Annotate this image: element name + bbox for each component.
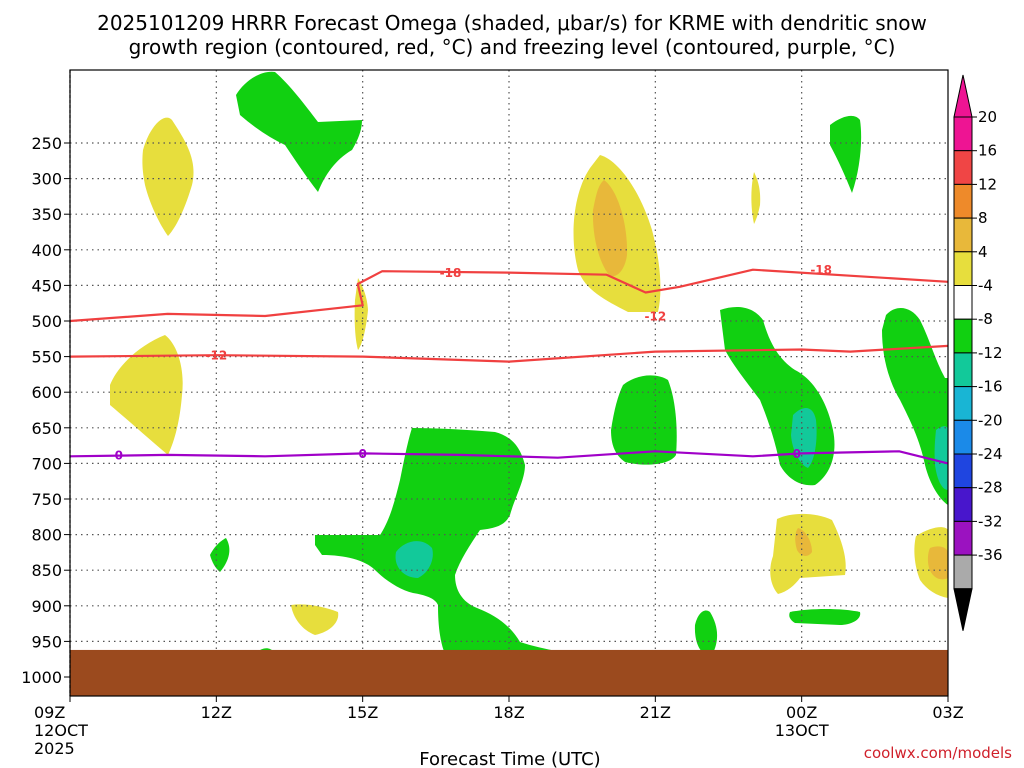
- colorbar: 20 16 12 8 4 -4 -8 -12 -16 -20 -24 -28 -32 -36: [953, 74, 1003, 631]
- colorbar-tip-top: [953, 74, 973, 118]
- colorbar-label: 12: [978, 175, 997, 193]
- colorbar-label: -16: [978, 378, 1003, 396]
- contour-label: -12: [644, 310, 666, 324]
- y-tick-label: 500: [31, 312, 62, 331]
- x-tick-label: 12Z: [201, 703, 232, 722]
- y-tick-label: 550: [31, 348, 62, 367]
- y-tick-label: 800: [31, 526, 62, 545]
- y-tick-label: 250: [31, 134, 62, 153]
- colorbar-bin: [953, 183, 973, 219]
- y-tick-label: 900: [31, 597, 62, 616]
- omega-region-rising: [882, 308, 948, 505]
- y-axis: 250 300 350 400 450 500 550 600 650 700 750 800 850 9…: [21, 134, 70, 687]
- omega-region-rising: [236, 71, 362, 192]
- colorbar-bin: [953, 453, 973, 489]
- chart-title-line-1: 2025101209 HRRR Forecast Omega (shaded, …: [97, 11, 927, 35]
- omega-region-rising: [789, 609, 861, 625]
- y-tick-label: 750: [31, 490, 62, 509]
- omega-shading: [110, 71, 948, 663]
- y-tick-label: 400: [31, 241, 62, 260]
- colorbar-bin: [953, 285, 973, 320]
- x-tick-label: 21Z: [640, 703, 671, 722]
- y-tick-label: 650: [31, 419, 62, 438]
- colorbar-label: 4: [978, 243, 988, 261]
- y-tick-label: 700: [31, 454, 62, 473]
- contours: -18 -18 -12 -12 0 0 0: [69, 263, 949, 465]
- colorbar-bin: [953, 116, 973, 152]
- x-axis-label: Forecast Time (UTC): [419, 749, 600, 768]
- omega-region-sinking-core: [927, 546, 948, 580]
- colorbar-label: -4: [978, 277, 993, 295]
- omega-region-sinking-core: [592, 180, 628, 277]
- omega-region-sinking: [751, 172, 761, 224]
- y-tick-label: 950: [31, 632, 62, 651]
- y-tick-label: 450: [31, 276, 62, 295]
- omega-region-rising: [210, 538, 230, 572]
- x-tick-year: 2025: [34, 739, 75, 758]
- colorbar-bin: [953, 520, 973, 556]
- colorbar-label: -36: [978, 546, 1003, 564]
- y-tick-label: 850: [31, 561, 62, 580]
- omega-region-rising: [611, 375, 677, 465]
- y-tick-label: 600: [31, 383, 62, 402]
- omega-region-sinking: [110, 335, 183, 455]
- colorbar-bin: [953, 217, 973, 253]
- contour-label: 0: [793, 447, 801, 461]
- x-tick-label: 18Z: [493, 703, 524, 722]
- colorbar-bin: [953, 251, 973, 287]
- ground-surface: [70, 649, 948, 696]
- omega-region-sinking: [291, 604, 339, 635]
- contour-line: [69, 268, 949, 323]
- colorbar-bin: [953, 386, 973, 421]
- omega-region-rising: [830, 115, 862, 193]
- x-tick-label: 03Z: [932, 703, 963, 722]
- colorbar-bin: [953, 554, 973, 590]
- colorbar-label: -32: [978, 512, 1003, 530]
- omega-region-sinking: [142, 117, 194, 236]
- omega-region-sinking-core: [795, 528, 812, 556]
- x-tick-label: 09Z: [34, 703, 65, 722]
- x-tick-label: 15Z: [347, 703, 378, 722]
- colorbar-bin: [953, 318, 973, 354]
- contour-label: 0: [115, 448, 123, 462]
- chart-title-line-2: growth region (contoured, red, °C) and f…: [129, 35, 896, 59]
- x-tick-date: 12OCT: [34, 721, 88, 740]
- omega-region-rising-core: [395, 541, 433, 578]
- colorbar-bin: [953, 150, 973, 185]
- omega-region-rising: [315, 428, 619, 663]
- y-tick-label: 350: [31, 205, 62, 224]
- colorbar-label: 20: [978, 108, 997, 126]
- contour-line: [69, 344, 949, 363]
- y-tick-label: 1000: [21, 668, 62, 687]
- colorbar-bin: [953, 419, 973, 455]
- contour-label: -12: [205, 349, 227, 363]
- contour-line: [69, 450, 949, 465]
- contour-label: -18: [440, 266, 462, 280]
- colorbar-label: 16: [978, 142, 997, 160]
- colorbar-bin: [953, 352, 973, 388]
- colorbar-label: -20: [978, 411, 1003, 429]
- x-tick-label: 00Z: [786, 703, 817, 722]
- contour-label: -18: [810, 263, 832, 277]
- colorbar-bin: [953, 487, 973, 522]
- colorbar-label: -8: [978, 310, 993, 328]
- contour-label: 0: [358, 447, 366, 461]
- y-tick-label: 300: [31, 170, 62, 189]
- colorbar-label: -12: [978, 344, 1003, 362]
- colorbar-label: 8: [978, 209, 988, 227]
- x-tick-date: 13OCT: [775, 721, 829, 740]
- colorbar-label: -24: [978, 445, 1003, 463]
- omega-region-rising: [694, 610, 718, 656]
- colorbar-tip-bottom: [953, 588, 973, 631]
- credit-text: coolwx.com/models: [864, 744, 1012, 762]
- omega-region-rising-core: [934, 426, 948, 490]
- omega-region-sinking: [354, 278, 368, 350]
- colorbar-label: -28: [978, 479, 1003, 497]
